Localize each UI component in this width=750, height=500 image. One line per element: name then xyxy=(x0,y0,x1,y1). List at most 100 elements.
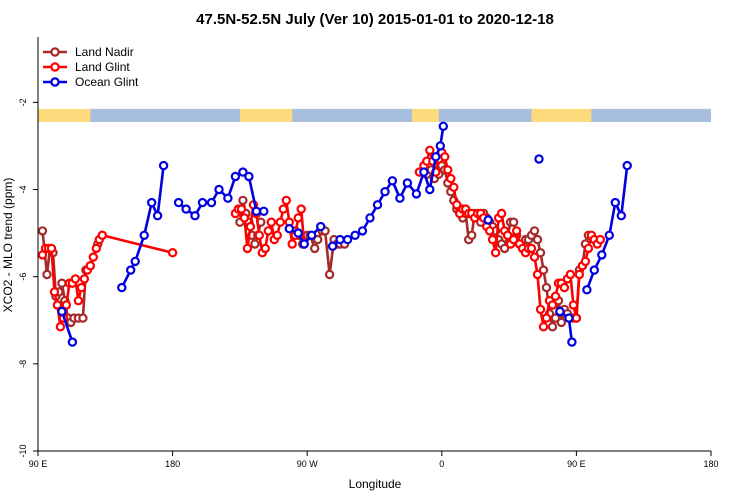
data-point xyxy=(350,230,360,240)
data-point xyxy=(79,274,90,284)
data-point xyxy=(582,285,592,295)
data-point xyxy=(534,154,544,164)
data-point xyxy=(206,197,217,208)
data-point xyxy=(61,300,72,310)
legend-marker xyxy=(50,47,60,57)
data-point xyxy=(130,256,140,267)
x-tick-label: 0 xyxy=(439,459,444,469)
data-point xyxy=(259,206,269,216)
data-point xyxy=(564,313,574,323)
data-point xyxy=(223,193,233,203)
data-point xyxy=(313,234,323,245)
data-point xyxy=(281,195,291,206)
y-tick-label: -8 xyxy=(18,360,28,368)
data-point xyxy=(402,178,413,188)
data-point xyxy=(508,234,519,245)
x-tick-label: 90 E xyxy=(567,459,586,469)
data-point xyxy=(263,226,273,236)
data-point xyxy=(357,226,368,236)
y-axis-label: XCO2 - MLO trend (ppm) xyxy=(1,178,15,313)
band-ocean-segment xyxy=(438,108,532,122)
band-ocean-segment xyxy=(90,108,240,122)
data-point xyxy=(610,197,621,208)
data-point xyxy=(431,152,441,162)
data-point xyxy=(239,213,250,223)
data-point xyxy=(214,184,224,195)
data-point xyxy=(535,304,546,315)
data-point xyxy=(589,265,600,275)
data-point xyxy=(158,160,169,171)
data-point xyxy=(91,243,102,254)
data-point xyxy=(541,282,552,293)
data-point xyxy=(425,184,435,195)
data-point xyxy=(438,121,448,132)
data-point xyxy=(411,189,422,199)
data-point xyxy=(571,313,582,323)
data-point xyxy=(550,291,561,301)
y-tick-label: -6 xyxy=(18,273,28,281)
data-point xyxy=(365,213,375,223)
data-point xyxy=(487,234,498,245)
data-point xyxy=(275,217,285,227)
data-point xyxy=(55,322,66,332)
data-point xyxy=(538,265,549,275)
y-tick-label: -4 xyxy=(18,186,28,194)
data-point xyxy=(604,230,615,240)
data-point xyxy=(547,322,558,332)
data-point xyxy=(57,278,67,288)
data-point xyxy=(622,160,632,171)
x-tick-label: 180 xyxy=(165,459,180,469)
data-point xyxy=(173,197,184,208)
data-point xyxy=(117,282,127,293)
band-ocean-segment xyxy=(591,108,711,122)
data-point xyxy=(567,337,577,347)
data-point xyxy=(139,230,149,240)
data-point xyxy=(78,313,88,323)
data-point xyxy=(238,195,248,206)
x-axis-label: Longitude xyxy=(349,477,402,491)
data-point xyxy=(316,221,326,232)
data-point xyxy=(511,226,522,236)
data-point xyxy=(260,243,270,254)
y-tick-label: -2 xyxy=(18,98,28,106)
data-point xyxy=(616,210,627,221)
data-point xyxy=(446,173,456,184)
data-point xyxy=(568,300,579,310)
data-point xyxy=(245,221,256,232)
data-point xyxy=(395,193,405,203)
data-point xyxy=(146,197,157,208)
data-point xyxy=(529,252,540,262)
legend-item: Land Nadir xyxy=(43,45,134,59)
x-tick-label: 180 xyxy=(703,459,718,469)
data-point xyxy=(125,265,136,275)
data-point xyxy=(508,217,519,227)
data-point xyxy=(499,243,510,254)
data-point xyxy=(597,250,607,260)
data-point xyxy=(266,217,276,227)
data-point xyxy=(526,243,537,254)
legend-marker xyxy=(50,62,60,72)
legend-label: Land Nadir xyxy=(75,45,134,59)
x-tick-label: 90 W xyxy=(297,459,319,469)
data-point xyxy=(485,226,495,236)
data-point xyxy=(419,167,429,177)
legend-item: Ocean Glint xyxy=(43,75,139,89)
data-point xyxy=(73,296,84,306)
data-point xyxy=(490,247,501,258)
data-point xyxy=(299,239,309,249)
data-point xyxy=(387,176,398,186)
data-point xyxy=(254,230,264,240)
data-point xyxy=(293,228,303,238)
data-point xyxy=(425,145,435,155)
series-layer xyxy=(37,121,632,347)
data-point xyxy=(97,230,108,240)
data-point xyxy=(152,210,163,221)
data-point xyxy=(372,200,383,210)
data-point xyxy=(181,204,191,214)
data-point xyxy=(443,165,453,175)
data-point xyxy=(287,239,297,249)
data-point xyxy=(547,300,558,310)
data-point xyxy=(296,204,306,214)
